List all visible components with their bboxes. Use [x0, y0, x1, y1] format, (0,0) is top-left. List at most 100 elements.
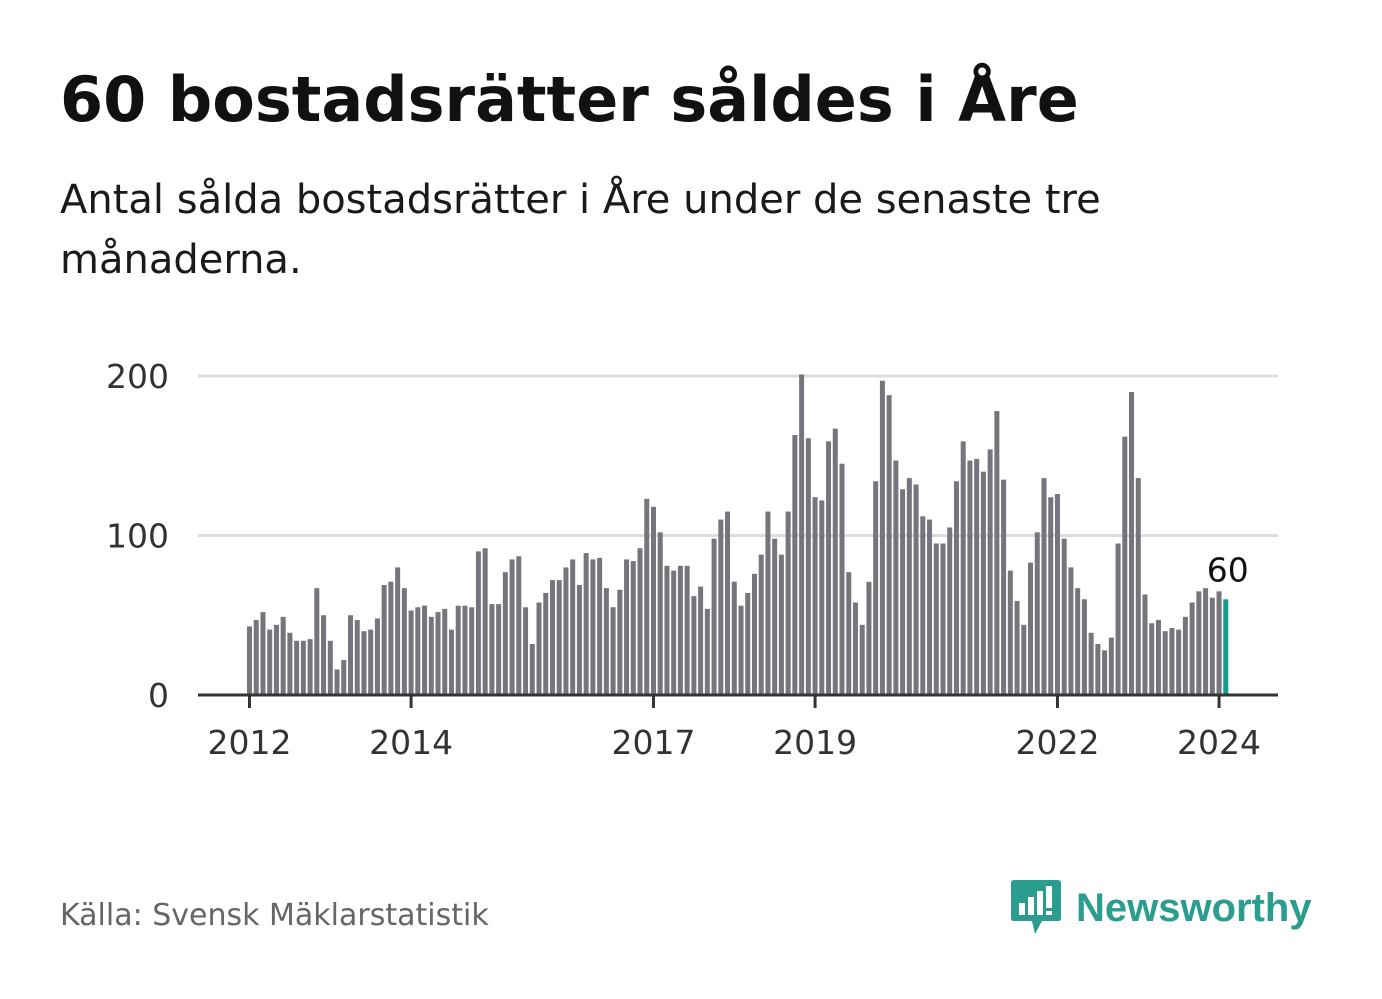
bar [630, 561, 636, 695]
bar [267, 629, 273, 695]
bar [832, 428, 838, 695]
bar [442, 608, 448, 695]
chart-subtitle: Antal sålda bostadsrätter i Åre under de… [60, 177, 1101, 283]
bar [321, 615, 327, 695]
bar [980, 471, 986, 695]
bar [677, 565, 683, 695]
bar [603, 588, 609, 695]
bar [1182, 616, 1188, 695]
grid-lines [198, 374, 1278, 537]
bar [1196, 591, 1202, 695]
bar [368, 629, 374, 695]
bar [415, 607, 421, 695]
bar [489, 604, 495, 695]
bar [1048, 497, 1054, 695]
bar [745, 592, 751, 695]
bar [967, 460, 973, 695]
bar [448, 629, 454, 695]
x-tick-label: 2014 [369, 723, 453, 762]
brand-logo: Newsworthy [1010, 878, 1312, 938]
bar [1216, 591, 1222, 695]
bar [260, 612, 266, 695]
bar [1129, 391, 1135, 695]
bar [1108, 637, 1114, 695]
bar [805, 438, 811, 695]
bar [927, 519, 933, 695]
bar [826, 441, 832, 695]
bar [893, 460, 899, 695]
bar [859, 624, 865, 695]
bar [502, 572, 508, 695]
bar [738, 605, 744, 695]
bar [401, 588, 407, 695]
bar [953, 481, 959, 695]
bar [866, 581, 872, 695]
bar [1115, 543, 1121, 695]
bar [974, 458, 980, 695]
bar [354, 620, 360, 695]
bar [1075, 588, 1081, 695]
x-tick-label: 2022 [1015, 723, 1099, 762]
bar [273, 624, 279, 695]
chart-title: 60 bostadsrätter såldes i Åre [60, 63, 1079, 136]
bar [799, 374, 805, 695]
bar [381, 584, 387, 695]
bar [940, 543, 946, 695]
bar [1021, 624, 1027, 695]
bar [516, 556, 522, 695]
bar [496, 604, 502, 695]
bar [1149, 623, 1155, 695]
bar [637, 548, 643, 695]
bar [583, 553, 589, 695]
bar [671, 570, 677, 695]
bar [987, 449, 993, 695]
bar [563, 567, 569, 695]
bar-latest [1223, 599, 1229, 695]
bar [597, 557, 603, 695]
bar [529, 643, 535, 695]
bar [462, 605, 468, 695]
bar [1054, 494, 1060, 695]
bar [1007, 570, 1013, 695]
bar [900, 489, 906, 695]
bar [374, 618, 380, 695]
bar [1061, 538, 1067, 695]
x-tick-label: 2024 [1177, 723, 1261, 762]
bar [1088, 632, 1094, 695]
x-tick-label: 2017 [611, 723, 695, 762]
bar [1189, 602, 1195, 695]
bar [691, 596, 697, 695]
bar [839, 463, 845, 695]
bar [543, 592, 549, 695]
bar [1081, 599, 1087, 695]
bar [1135, 478, 1141, 695]
bar [469, 607, 475, 695]
bar-series [247, 374, 1229, 695]
bar [644, 498, 650, 695]
bar [657, 532, 663, 695]
bar [1041, 478, 1047, 695]
bar [879, 380, 885, 695]
bar [1014, 600, 1020, 695]
bar [906, 478, 912, 695]
bar [327, 640, 333, 695]
x-tick-label: 2019 [773, 723, 857, 762]
bar [1169, 628, 1175, 695]
axes [198, 693, 1278, 708]
bar [556, 580, 562, 695]
bar [725, 511, 731, 695]
source-note: Källa: Svensk Mäklarstatistik [60, 898, 489, 933]
bar [1203, 588, 1209, 695]
bar [294, 640, 300, 695]
bar [341, 659, 347, 695]
bar [819, 500, 825, 695]
bar [765, 511, 771, 695]
bar [792, 435, 798, 695]
bar-chart: 0 100 200 2012 2014 2017 2019 2022 2024 60 [106, 357, 1278, 762]
bar [280, 616, 286, 695]
bar [1142, 594, 1148, 695]
bar [772, 538, 778, 695]
bar [718, 519, 724, 695]
bar [307, 639, 313, 695]
bar [704, 608, 710, 695]
